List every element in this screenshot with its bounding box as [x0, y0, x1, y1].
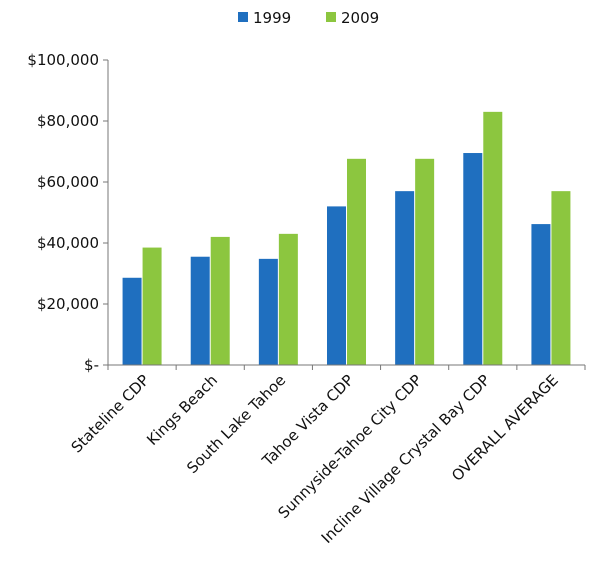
y-tick-label: $- — [84, 356, 99, 374]
bar-2009-1 — [210, 236, 230, 365]
bar-1999-4 — [395, 191, 415, 365]
bar-2009-2 — [278, 233, 298, 365]
legend-swatch-2009 — [326, 12, 336, 22]
bar-2009-6 — [551, 191, 571, 365]
legend-label-1999: 1999 — [253, 9, 291, 27]
legend-swatch-1999 — [238, 12, 248, 22]
bar-1999-1 — [190, 256, 210, 365]
bar-1999-3 — [327, 206, 346, 365]
bar-1999-5 — [463, 153, 483, 365]
y-tick-label: $20,000 — [37, 295, 99, 313]
bars — [122, 111, 571, 365]
y-tick-label: $80,000 — [37, 112, 99, 130]
bar-2009-5 — [483, 111, 503, 365]
legend-label-2009: 2009 — [341, 9, 379, 27]
x-category-label: Sunnyside-Tahoe City CDP — [275, 371, 426, 522]
bar-2009-3 — [347, 158, 366, 365]
y-tick-label: $40,000 — [37, 234, 99, 252]
bar-1999-6 — [531, 224, 551, 365]
y-axis: $- $20,000 $40,000 $60,000 $80,000 $100,000 — [27, 51, 109, 374]
y-tick-label: $60,000 — [37, 173, 99, 191]
bar-2009-0 — [142, 247, 162, 365]
chart-legend: 1999 2009 — [238, 9, 379, 27]
bar-2009-4 — [415, 158, 435, 365]
x-category-label: Stateline CDP — [68, 371, 153, 456]
bar-1999-2 — [258, 258, 278, 365]
y-tick-label: $100,000 — [27, 51, 99, 69]
bar-1999-0 — [122, 277, 142, 365]
